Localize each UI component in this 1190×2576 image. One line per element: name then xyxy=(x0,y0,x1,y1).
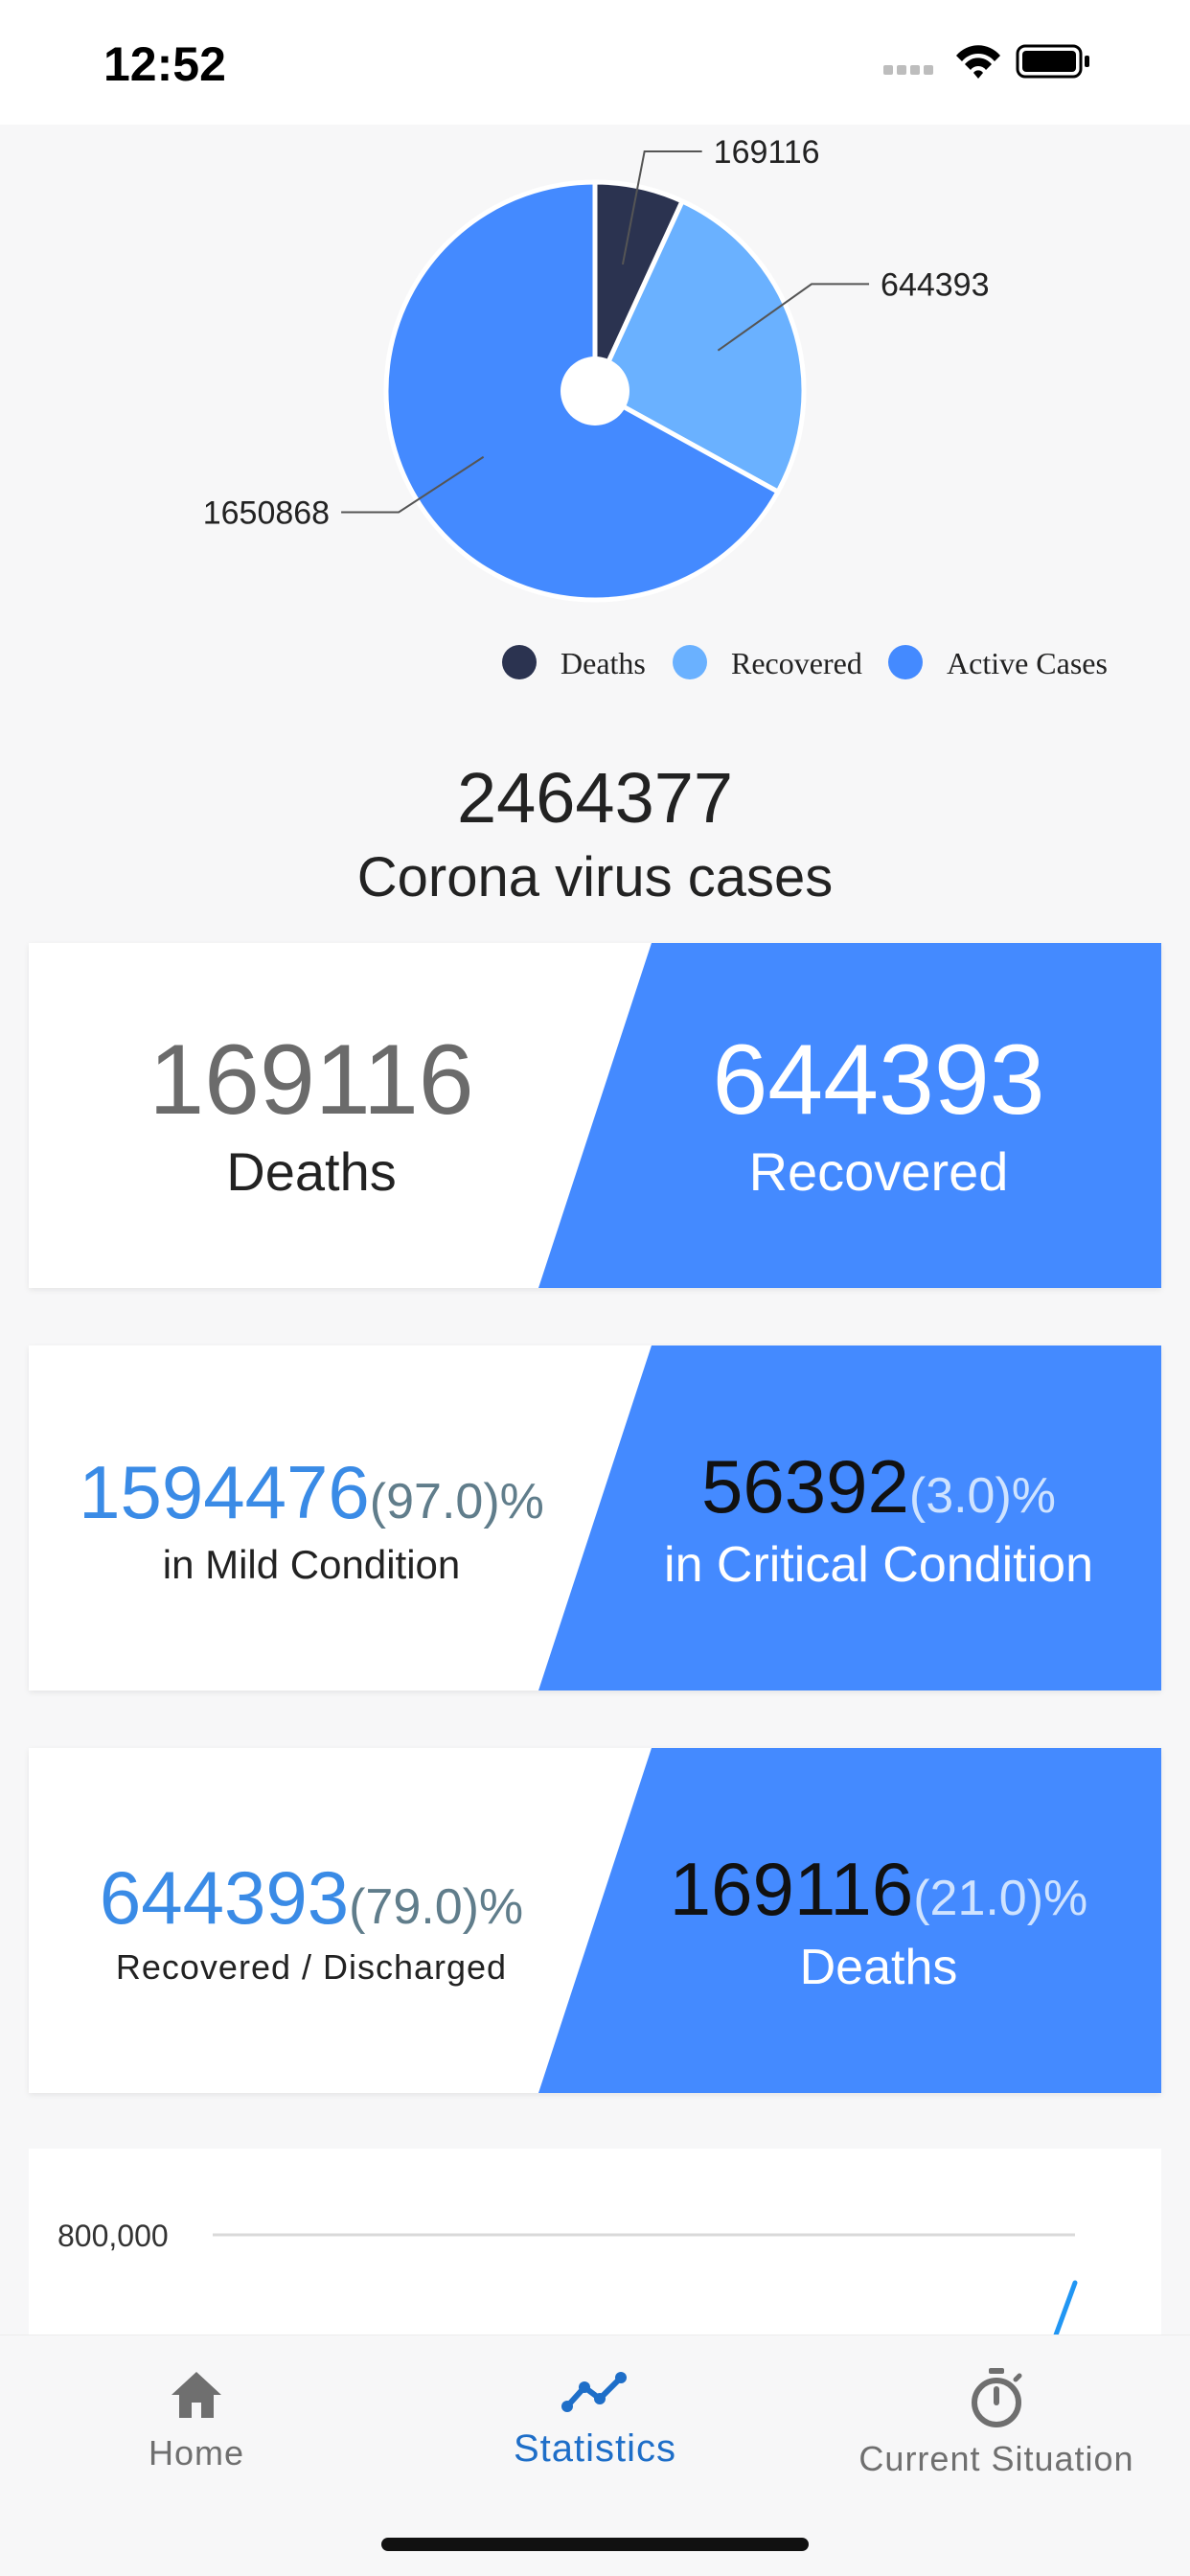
home-icon xyxy=(172,2372,221,2418)
bottom-navigation: Home Statistics Current Situation xyxy=(0,2334,1190,2576)
recovered-block: 644393 Recovered xyxy=(594,943,1161,1288)
status-time: 12:52 xyxy=(103,37,226,91)
total-cases-label: Corona virus cases xyxy=(356,846,834,908)
card-blue-panel xyxy=(538,1748,1161,2093)
pie-data-label: 1650868 xyxy=(203,494,330,531)
status-bar: 12:52 xyxy=(0,0,1190,125)
total-cases-number: 2464377 xyxy=(456,758,734,838)
legend-label: Active Cases xyxy=(947,646,1108,680)
outcome-deaths-percent: (21.0)% xyxy=(913,1870,1088,1926)
pie-chart: 169116 644393 1650868 Deaths Recovered Active… xyxy=(0,125,1190,719)
wifi-icon xyxy=(956,45,1000,79)
legend-swatch-recovered xyxy=(673,645,707,679)
discharged-block: 644393 (79.0)% Recovered / Discharged xyxy=(29,1748,594,2093)
discharged-label: Recovered / Discharged xyxy=(115,1946,508,1987)
y-tick-label: 800,000 xyxy=(57,2219,169,2253)
deaths-recovered-card: 169116 Deaths 644393 Recovered xyxy=(29,943,1161,1288)
statistics-icon xyxy=(561,2372,627,2412)
recovered-label: Recovered xyxy=(748,1141,1009,1203)
legend-label: Recovered xyxy=(731,646,862,680)
nav-item-home[interactable]: Home xyxy=(101,2335,292,2518)
legend-swatch-active-cases xyxy=(888,645,923,679)
pie-data-label: 169116 xyxy=(714,134,820,171)
condition-card: 1594476 (97.0)% in Mild Condition 56392 … xyxy=(29,1346,1161,1690)
pie-center-hole xyxy=(561,356,629,426)
line-chart-svg: 800,000 xyxy=(57,2219,1078,2343)
deaths-block: 169116 Deaths xyxy=(29,943,594,1288)
critical-percent: (3.0)% xyxy=(908,1467,1057,1524)
card-blue-panel xyxy=(538,943,1161,1288)
series-line xyxy=(1051,2280,1078,2343)
discharged-percent: (79.0)% xyxy=(349,1878,524,1935)
outcome-deaths-value: 169116 xyxy=(669,1846,914,1931)
pie-leader-line xyxy=(621,150,702,265)
pie-data-label: 644393 xyxy=(881,266,989,303)
stopwatch-icon xyxy=(972,2368,1022,2427)
card-blue-panel xyxy=(538,1346,1161,1690)
nav-item-current-situation[interactable]: Current Situation xyxy=(843,2335,1150,2518)
battery-icon xyxy=(1016,44,1089,79)
deaths-value: 169116 xyxy=(149,1024,474,1136)
mild-value: 1594476 xyxy=(79,1449,370,1534)
nav-label-home: Home xyxy=(148,2433,245,2472)
signal-icon xyxy=(883,65,933,75)
mild-percent: (97.0)% xyxy=(369,1473,544,1530)
pie-leader-line xyxy=(341,455,485,514)
critical-value: 56392 xyxy=(700,1443,909,1529)
mild-label: in Mild Condition xyxy=(162,1541,461,1587)
critical-condition-block: 56392 (3.0)% in Critical Condition xyxy=(594,1346,1161,1690)
outcome-deaths-block: 169116 (21.0)% Deaths xyxy=(594,1748,1161,2093)
status-icons xyxy=(883,44,1089,79)
legend-swatch-deaths xyxy=(502,645,537,679)
outcome-deaths-label: Deaths xyxy=(799,1939,958,1995)
legend-label: Deaths xyxy=(561,646,646,680)
nav-label-statistics: Statistics xyxy=(513,2427,677,2470)
recovered-value: 644393 xyxy=(712,1024,1045,1136)
pie-chart-svg: 169116 644393 1650868 Deaths Recovered Active… xyxy=(203,134,1108,680)
discharged-value: 644393 xyxy=(99,1854,350,1940)
deaths-label: Deaths xyxy=(226,1141,397,1203)
home-indicator[interactable] xyxy=(381,2538,809,2551)
pie-leader-line xyxy=(717,283,870,352)
nav-item-statistics[interactable]: Statistics xyxy=(480,2335,710,2518)
mild-condition-block: 1594476 (97.0)% in Mild Condition xyxy=(29,1346,594,1690)
nav-label-current-situation: Current Situation xyxy=(858,2439,1134,2478)
outcome-card: 644393 (79.0)% Recovered / Discharged 16… xyxy=(29,1748,1161,2093)
critical-label: in Critical Condition xyxy=(664,1536,1093,1593)
